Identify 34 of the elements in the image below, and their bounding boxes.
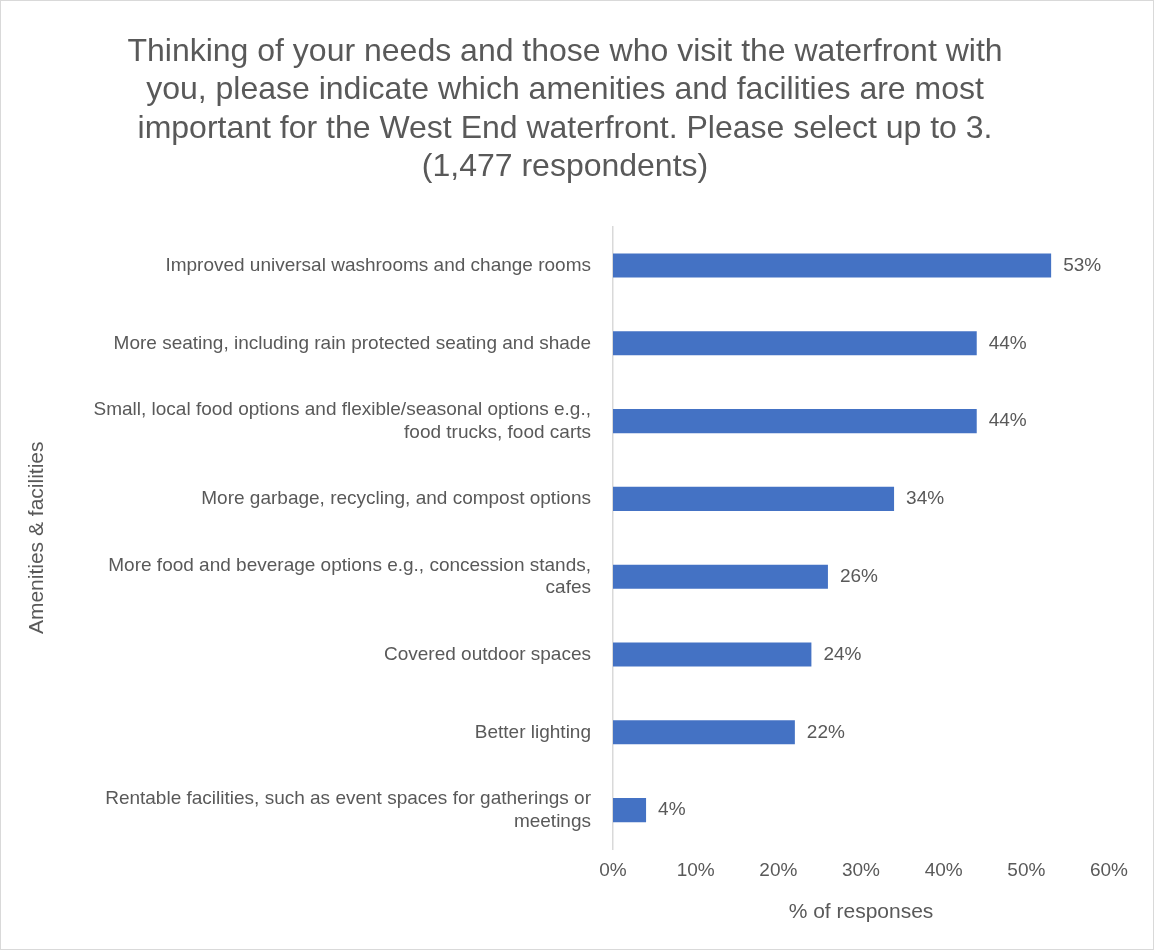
x-tick-label: 50% [1007, 858, 1046, 880]
data-label: 26% [839, 564, 879, 586]
data-label: 44% [988, 331, 1027, 353]
bar [613, 486, 895, 511]
y-axis-title: Amenities & facilities [24, 441, 48, 635]
y-tick-label: Covered outdoor spaces [383, 642, 591, 664]
x-tick-label: 30% [841, 858, 881, 880]
data-label: 34% [906, 487, 945, 509]
y-tick-label: Small, local food options and flexible/seasonal options e.g., food trucks, food carts [93, 397, 591, 442]
x-tick-label: 20% [759, 858, 798, 880]
x-axis-title: % of responses [788, 899, 934, 923]
data-label: 22% [806, 720, 845, 742]
y-tick-label: Rentable facilities, such as event spaces for gatherings or meetings [105, 786, 592, 831]
data-label: 44% [988, 409, 1027, 431]
bar [613, 253, 1052, 278]
chart-title: Thinking of your needs and those who visit the waterfront with you, please indicate which amenities and facilities are most important for the West End waterfront. Please select up to 3. (1,477 respondents) [127, 32, 1003, 184]
x-tick-label: 10% [676, 858, 715, 880]
data-label: 53% [1063, 253, 1102, 275]
y-tick-label: More garbage, recycling, and compost options [201, 487, 591, 509]
data-label: 24% [823, 642, 862, 664]
y-tick-label: Improved universal washrooms and change rooms [165, 253, 591, 275]
bar [613, 642, 812, 667]
data-label: 4% [658, 798, 686, 820]
y-tick-label: Better lighting [474, 720, 591, 742]
x-tick-label: 0% [599, 858, 627, 880]
y-tick-label: More seating, including rain protected seating and shade [113, 331, 591, 353]
x-tick-label: 40% [924, 858, 963, 880]
bar [613, 720, 795, 745]
bar [613, 409, 977, 434]
bar [613, 798, 647, 823]
y-tick-label: More food and beverage options e.g., concession stands, cafes [108, 553, 591, 598]
bar [613, 564, 828, 589]
bar [613, 331, 977, 356]
x-tick-label: 60% [1089, 858, 1129, 880]
